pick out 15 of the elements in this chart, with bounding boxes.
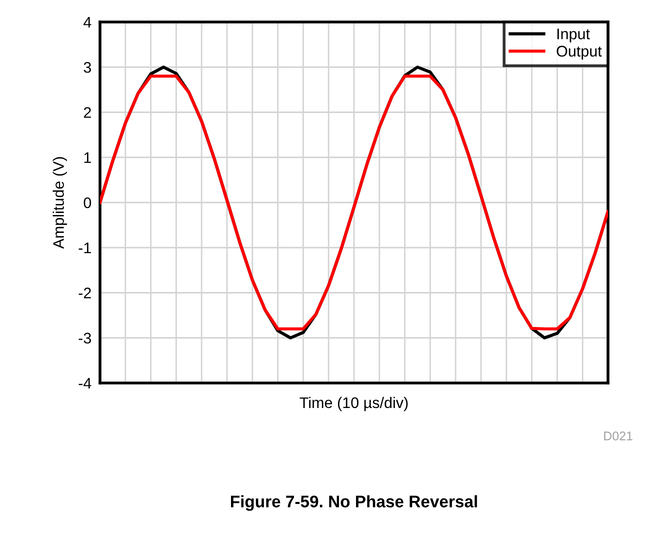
y-tick-label: 4 bbox=[84, 17, 92, 28]
y-tick-label: -4 bbox=[78, 378, 92, 389]
y-axis-title: Amplitude (V) bbox=[52, 157, 67, 249]
legend-label: Output bbox=[556, 46, 602, 60]
y-tick-label: -1 bbox=[78, 242, 91, 254]
text: D021 bbox=[604, 432, 632, 440]
y-tick-label: 0 bbox=[84, 197, 92, 208]
y-tick-label: 2 bbox=[84, 107, 91, 118]
legend-label: Input bbox=[557, 28, 590, 42]
y-tick-label: 3 bbox=[84, 62, 91, 73]
x-axis-title: Time (10 µs/div) bbox=[300, 396, 408, 412]
y-tick-label: 1 bbox=[84, 152, 91, 163]
y-tick-label: -2 bbox=[78, 288, 91, 298]
text: Figure 7-59. No Phase Reversal bbox=[230, 495, 477, 511]
y-tick-label: -3 bbox=[78, 332, 91, 344]
